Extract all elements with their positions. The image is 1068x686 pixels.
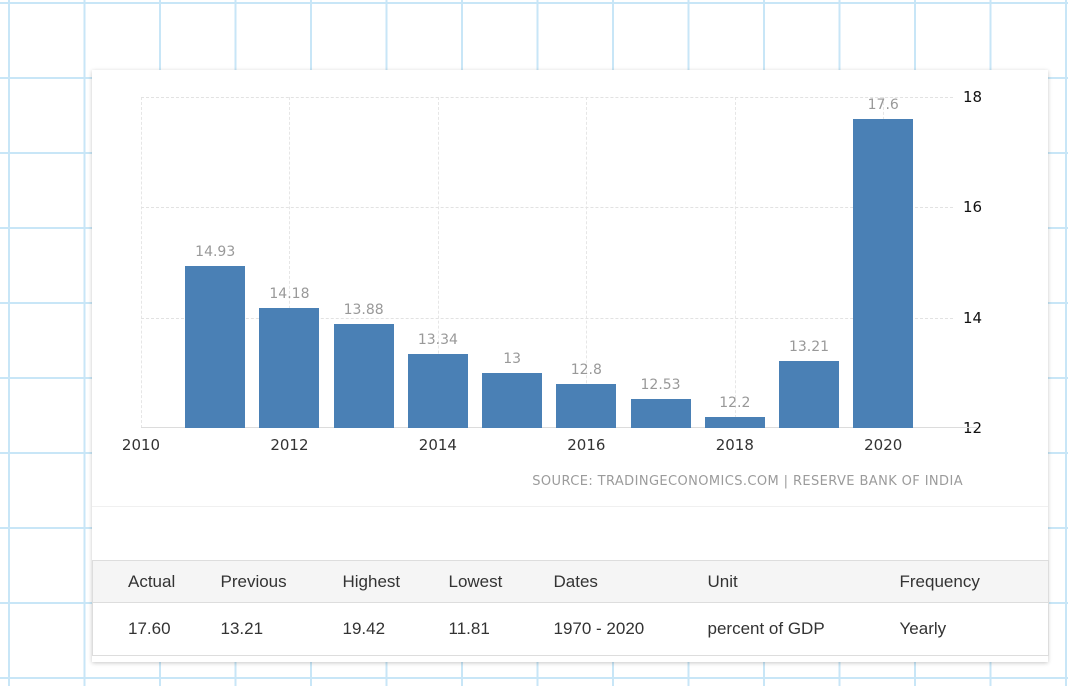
x-axis-label-2018: 2018	[715, 436, 754, 454]
chart-widget: 2010 2012 2014 2016 2018 2020 12 14 16 18 14.93 14.…	[92, 70, 1048, 507]
chart-card: 2010 2012 2014 2016 2018 2020 12 14 16 18 14.93 14.…	[92, 70, 1049, 662]
table-value-highest: 19.42	[342, 619, 386, 638]
bar-value-label-2011: 14.93	[195, 244, 236, 261]
table-header-frequency: Frequency	[899, 560, 1049, 603]
table-value-previous: 13.21	[220, 619, 264, 638]
horizontal-gridline-16	[141, 207, 953, 209]
x-axis-label-2014: 2014	[418, 436, 457, 454]
summary-table-data-row: 17.60 13.21 19.42 11.81 1970 - 2020 percent o…	[93, 603, 1049, 656]
table-value-frequency: Yearly	[899, 619, 947, 638]
x-axis-label-2016: 2016	[567, 436, 606, 454]
summary-table: Actual Previous Highest Lowest Dates Unit Freq…	[92, 560, 1049, 656]
bar-2017[interactable]	[630, 398, 691, 428]
summary-table-body: 17.60 13.21 19.42 11.81 1970 - 2020 percent o…	[93, 603, 1049, 656]
table-header-lowest: Lowest	[448, 560, 554, 603]
plot-area: 2010 2012 2014 2016 2018 2020 12 14 16 18 14.93 14.…	[122, 88, 982, 454]
bar-value-label-2018: 12.2	[719, 394, 751, 411]
y-axis-label-14: 14	[963, 308, 983, 327]
vertical-gridline-2014	[437, 97, 439, 428]
bar-2015[interactable]	[482, 372, 543, 428]
table-header-dates: Dates	[553, 560, 708, 603]
table-value-lowest: 11.81	[448, 619, 490, 638]
y-axis-label-18: 18	[963, 88, 983, 106]
table-value-actual: 17.60	[128, 619, 171, 638]
source-note: SOURCE: TRADINGECONOMICS.COM | RESERVE B…	[532, 474, 963, 489]
bar-2020[interactable]	[853, 119, 914, 428]
bar-value-label-2012: 14.18	[269, 285, 310, 302]
bar-2012[interactable]	[259, 307, 320, 428]
y-axis-label-12: 12	[963, 419, 983, 437]
table-value-dates: 1970 - 2020	[553, 619, 645, 638]
table-value-unit: percent of GDP	[707, 619, 825, 638]
table-header-previous: Previous	[220, 560, 343, 603]
bar-value-label-2013: 13.88	[343, 302, 384, 319]
bar-2011[interactable]	[185, 266, 246, 428]
x-axis-label-2012: 2012	[270, 436, 309, 454]
vertical-gridline-2018	[734, 97, 736, 428]
bar-value-label-2017: 12.53	[640, 376, 681, 393]
x-axis-label-2020: 2020	[864, 436, 903, 454]
bar-2016[interactable]	[556, 383, 617, 428]
bar-2019[interactable]	[779, 361, 839, 428]
horizontal-gridline-18	[141, 97, 953, 98]
horizontal-gridline-14	[141, 317, 953, 319]
summary-table-head: Actual Previous Highest Lowest Dates Unit Freq…	[92, 560, 1049, 603]
bar-value-label-2020: 17.6	[867, 97, 899, 114]
summary-table-header-row: Actual Previous Highest Lowest Dates Unit Freq…	[92, 560, 1049, 603]
table-header-actual: Actual	[92, 560, 221, 603]
bar-value-label-2015: 13	[503, 350, 522, 367]
bar-2013[interactable]	[333, 324, 394, 428]
bar-value-label-2016: 12.8	[570, 361, 602, 378]
bar-2018[interactable]	[704, 416, 765, 428]
x-axis-label-2010: 2010	[121, 436, 161, 454]
vertical-gridline-2016	[586, 97, 588, 428]
table-header-highest: Highest	[342, 560, 449, 603]
bar-2014[interactable]	[407, 354, 468, 428]
vertical-gridline-2012	[289, 97, 291, 428]
bar-value-label-2019: 13.21	[788, 339, 830, 356]
bar-value-label-2014: 13.34	[417, 332, 458, 349]
table-header-unit: Unit	[707, 560, 900, 603]
vertical-gridline-2010	[141, 97, 142, 428]
y-axis-label-16: 16	[963, 198, 983, 217]
